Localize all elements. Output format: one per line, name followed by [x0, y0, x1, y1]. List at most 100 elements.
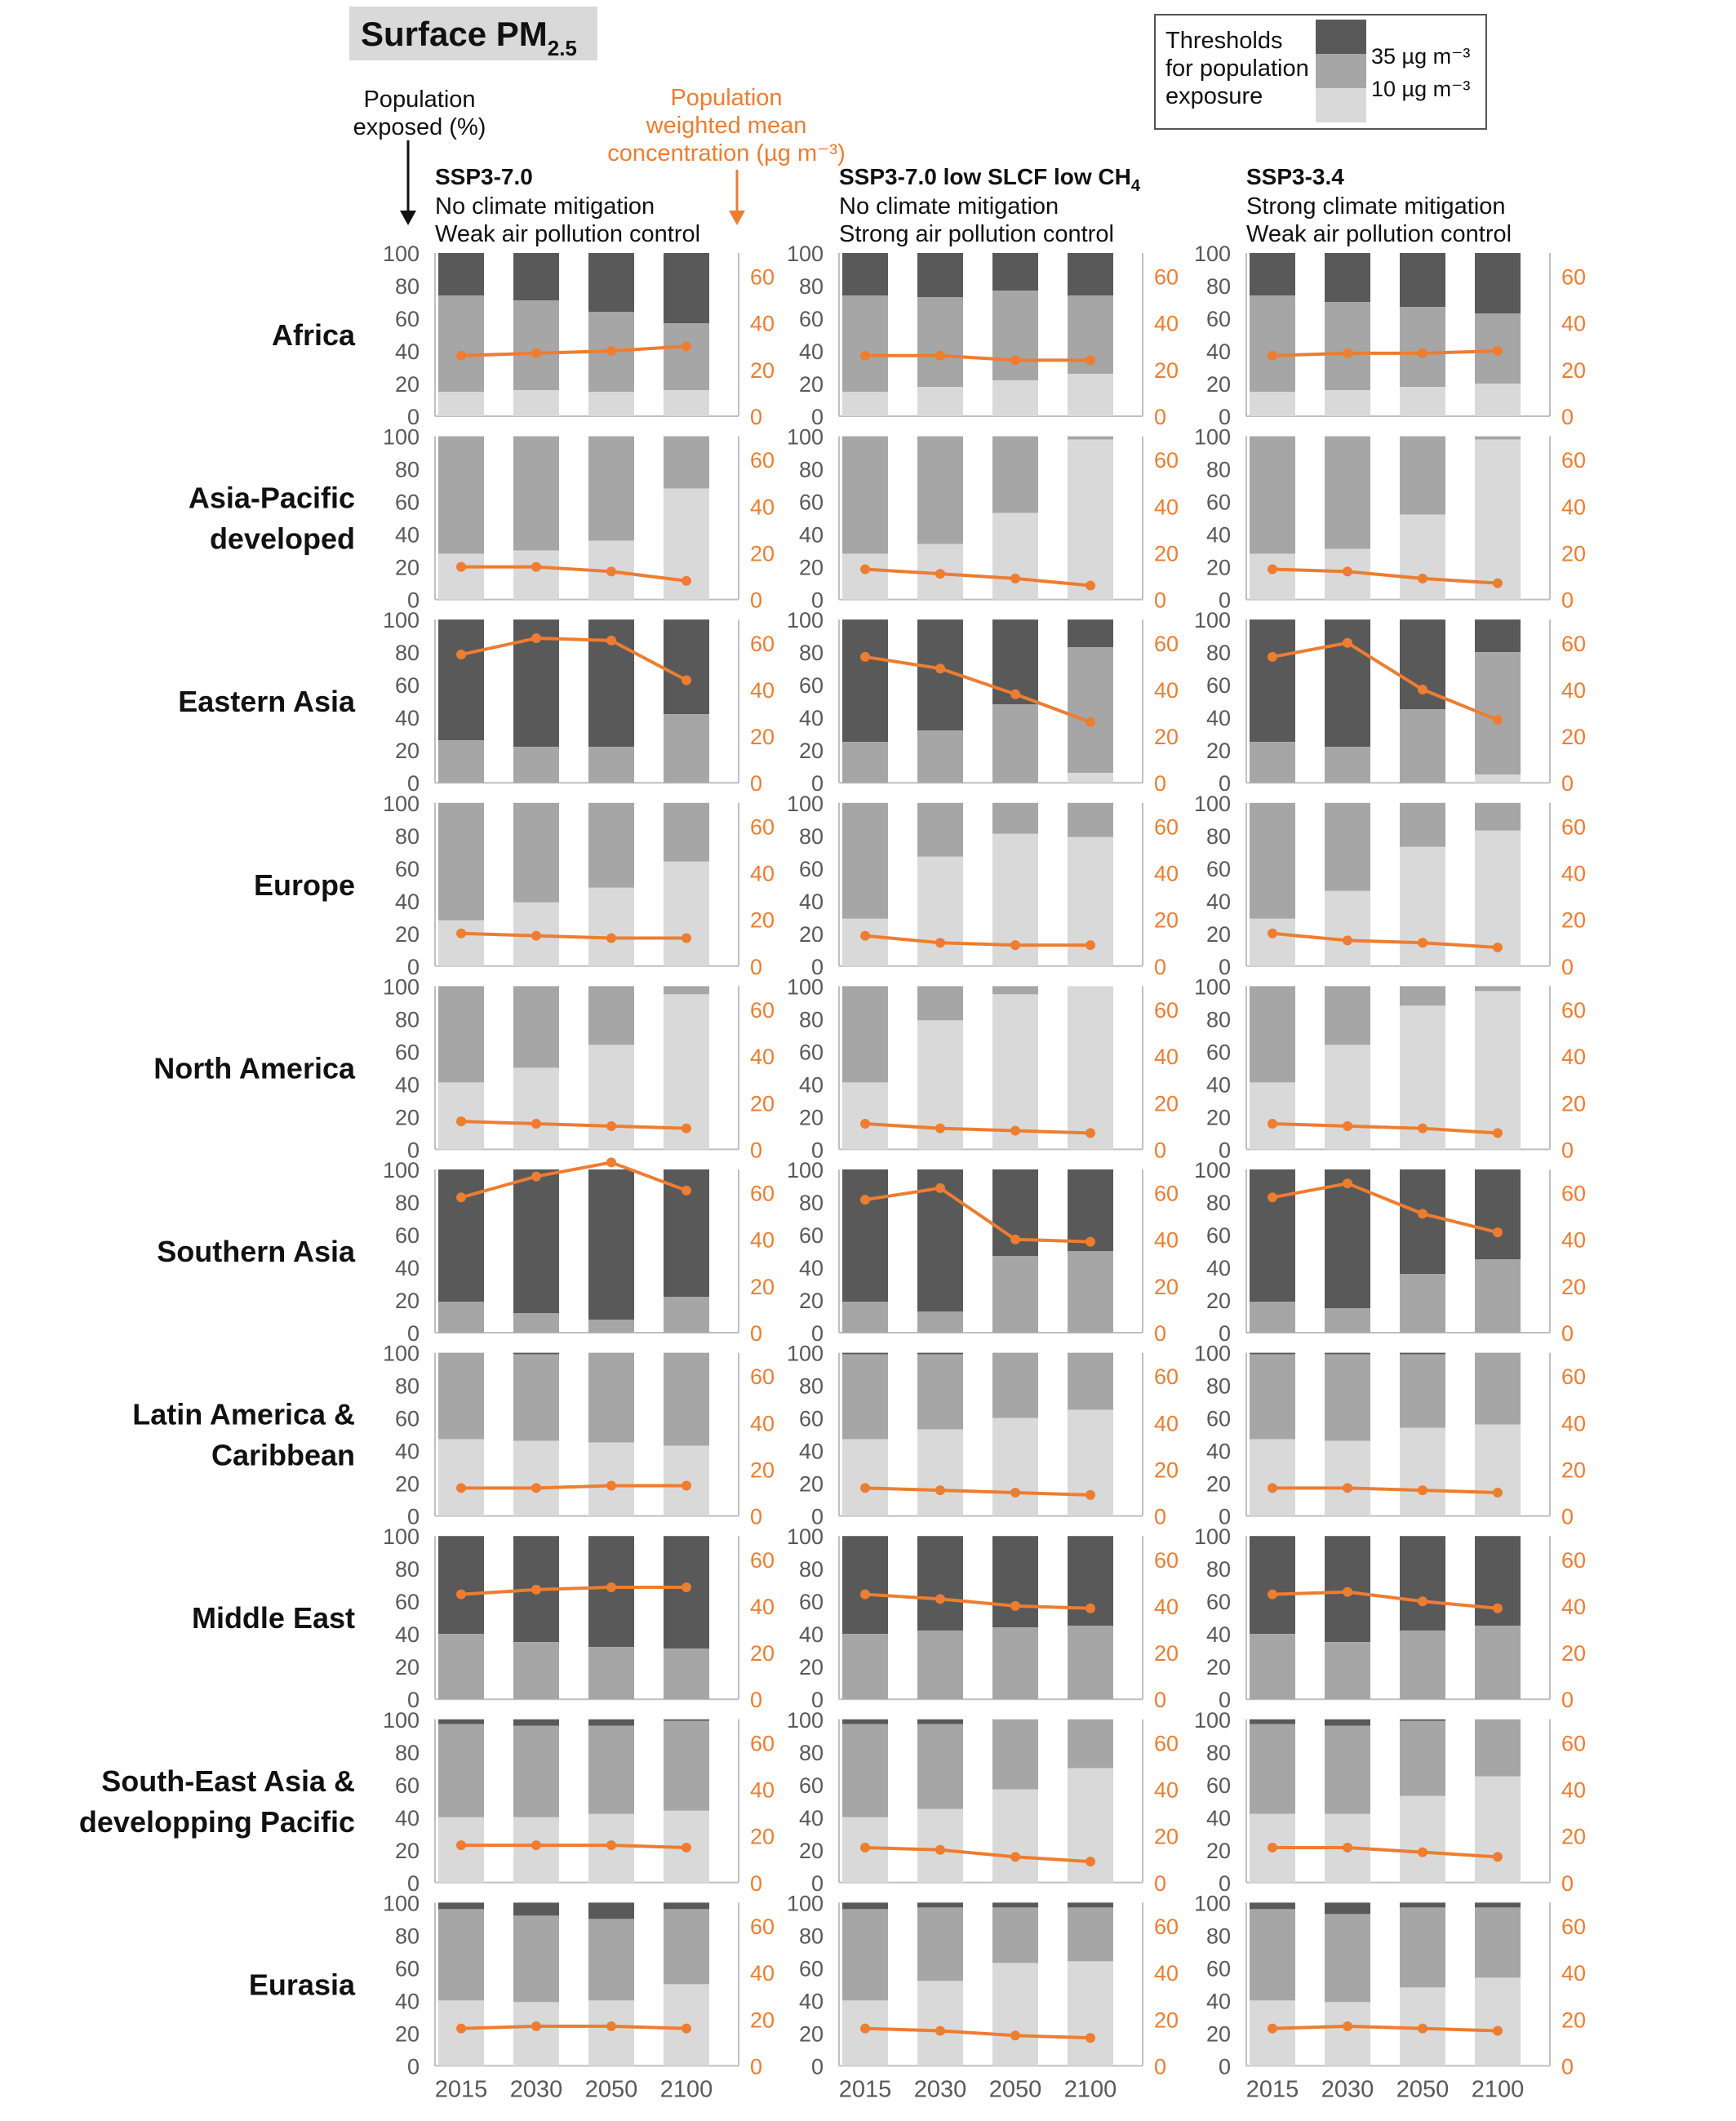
left-tick-label: 60: [799, 1040, 824, 1064]
bar-segment-10-to-35: [917, 297, 963, 387]
left-tick-label: 20: [1206, 1839, 1231, 1863]
concentration-point: [1086, 1857, 1095, 1867]
concentration-point: [860, 1195, 870, 1205]
bar-segment-10-to-35: [438, 1634, 484, 1700]
bar-segment-below-10: [513, 1067, 559, 1150]
left-tick-label: 20: [799, 739, 824, 763]
bar-segment-10-to-35: [842, 802, 888, 919]
bar-segment-above-35: [1400, 1536, 1445, 1631]
bar-segment-below-10: [1068, 1961, 1113, 2066]
left-tick-label: 40: [799, 1072, 824, 1097]
left-tick-label: 80: [395, 1557, 420, 1582]
x-tick-label: 2100: [1064, 2076, 1117, 2102]
bar-segment-10-to-35: [438, 986, 484, 1083]
right-tick-label: 20: [750, 541, 775, 566]
concentration-point: [531, 561, 541, 572]
concentration-point: [1268, 2023, 1277, 2034]
legend-label-35: 35 µg m⁻³: [1371, 44, 1470, 69]
left-tick-label: 40: [395, 1072, 420, 1097]
left-tick-label: 100: [787, 1891, 824, 1915]
left-tick-label: 60: [1206, 1407, 1231, 1431]
right-tick-label: 20: [1154, 1641, 1179, 1666]
panel: 0 20 40 60 80 100 0 20 40 60: [1194, 974, 1586, 1162]
right-tick-label: 40: [1561, 312, 1586, 336]
concentration-point: [531, 2021, 541, 2031]
left-tick-label: 80: [799, 1741, 824, 1765]
right-tick-label: 20: [750, 1458, 775, 1482]
right-tick-label: 40: [1154, 1228, 1179, 1253]
left-tick-label: 80: [395, 824, 420, 849]
concentration-point: [1418, 1209, 1427, 1219]
left-tick-label: 100: [1194, 425, 1231, 450]
bar-segment-below-10: [1400, 387, 1445, 416]
x-tick-label: 2100: [1472, 2076, 1525, 2102]
left-tick-label: 100: [1194, 1524, 1231, 1549]
bar-segment-10-to-35: [438, 740, 484, 783]
left-tick-label: 60: [799, 1773, 824, 1798]
left-tick-label: 20: [1206, 922, 1231, 947]
scenario-description: Weak air pollution control: [1246, 221, 1512, 247]
bar-segment-10-to-35: [1068, 1907, 1113, 1962]
right-tick-label: 60: [1561, 1364, 1586, 1389]
title-subscript: 2.5: [548, 36, 577, 60]
bar-segment-above-35: [1325, 1352, 1370, 1355]
left-tick-label: 20: [395, 1289, 420, 1313]
concentration-line: [864, 1845, 1091, 1864]
bar-segment-10-to-35: [842, 1302, 888, 1333]
left-tick-label: 80: [395, 1741, 420, 1765]
bar-segment-10-to-35: [917, 1724, 963, 1809]
bar-segment-10-to-35: [917, 1907, 963, 1981]
left-tick-label: 60: [395, 1407, 420, 1431]
concentration-point: [1343, 2021, 1352, 2031]
bar-segment-10-to-35: [1250, 436, 1295, 554]
concentration-point: [1086, 1603, 1095, 1613]
left-tick-label: 0: [811, 405, 824, 429]
concentration-point: [1010, 2030, 1020, 2041]
bar-segment-10-to-35: [588, 1320, 634, 1333]
left-tick-label: 20: [1206, 1655, 1231, 1679]
bar-segment-10-to-35: [588, 1919, 634, 2001]
bar-segment-below-10: [917, 387, 963, 416]
left-tick-label: 20: [395, 739, 420, 763]
bar-segment-10-to-35: [664, 714, 709, 783]
left-tick-label: 40: [395, 1256, 420, 1280]
left-tick-label: 40: [799, 339, 824, 364]
x-tick-label: 2050: [1396, 2076, 1450, 2102]
bar-segment-below-10: [1068, 986, 1113, 1150]
panel: 0 20 40 60 80 100 0 20 40 60 2015 2030 2050 2100: [1194, 1891, 1586, 2102]
left-tick-label: 20: [799, 1472, 824, 1497]
bar-segment-below-10: [992, 513, 1038, 600]
right-tick-label: 0: [1154, 1321, 1166, 1346]
right-tick-label: 20: [750, 1641, 775, 1666]
bar-segment-below-10: [992, 1963, 1038, 2066]
right-tick-label: 60: [750, 632, 775, 656]
right-axis-annotation-line: concentration (µg m⁻³): [607, 140, 846, 166]
left-axis-arrow-head: [400, 211, 416, 225]
right-tick-label: 0: [750, 588, 762, 613]
concentration-line: [1272, 1590, 1498, 1610]
right-tick-label: 60: [750, 1915, 775, 1939]
concentration-point: [682, 575, 691, 586]
bar-segment-below-10: [992, 994, 1038, 1150]
bar-segment-above-35: [438, 1719, 484, 1724]
concentration-point: [935, 350, 945, 361]
left-tick-label: 80: [395, 1374, 420, 1399]
right-tick-label: 60: [1154, 1364, 1179, 1389]
bar-segment-above-35: [1250, 1352, 1295, 1355]
concentration-point: [1418, 348, 1427, 358]
bar-segment-above-35: [842, 1902, 888, 1910]
panel: 0 20 40 60 80 100 0 20 40 60 2015 2030 2050 2100: [787, 1891, 1179, 2102]
x-tick-label: 2030: [510, 2076, 563, 2102]
bar-segment-below-10: [1475, 439, 1521, 600]
right-tick-label: 20: [1154, 1275, 1179, 1299]
scenario-description: No climate mitigation: [839, 193, 1059, 220]
concentration-point: [456, 1483, 466, 1493]
right-tick-label: 60: [1561, 632, 1586, 656]
bar-segment-10-to-35: [842, 986, 888, 1083]
left-tick-label: 20: [799, 556, 824, 580]
right-tick-label: 0: [1561, 405, 1574, 429]
bar-segment-above-35: [513, 1352, 559, 1355]
right-tick-label: 0: [1561, 588, 1574, 613]
bar-segment-10-to-35: [1400, 307, 1445, 387]
x-tick-label: 2050: [989, 2076, 1042, 2102]
